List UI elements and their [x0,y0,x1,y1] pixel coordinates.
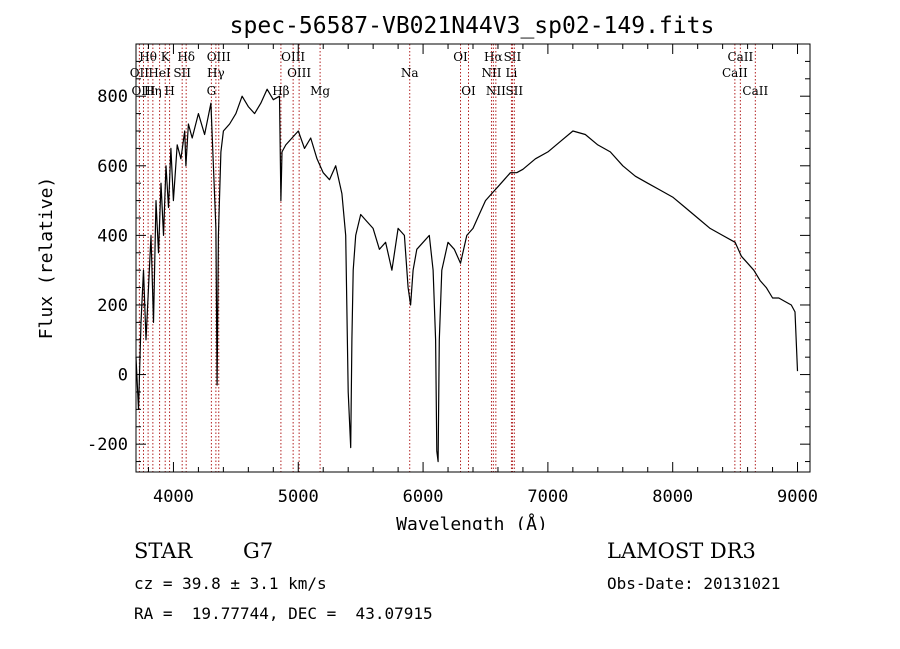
object-class: STAR [134,539,193,563]
spectral-line-label: K [161,50,171,64]
survey-label: LAMOST DR3 [607,539,756,563]
axes: 4000 5000 6000 7000 8000 9000 -200 0 200 400 600 80… [87,43,818,507]
spectral-line-label: G [207,84,217,98]
spectral-line-label: OIII [131,84,155,98]
spectral-line-label: NII [481,66,501,80]
chart-title: spec-56587-VB021N44V3_sp02-149.fits [230,13,715,39]
spectral-line-label: HeI [148,66,171,80]
x-tick-label: 6000 [403,487,444,507]
spectral-line-label: CaII [742,84,768,98]
spectral-line-label: OIII [287,66,311,80]
spectral-line-label: OI [461,84,476,98]
x-tick-label: 7000 [527,487,568,507]
spectral-line-label: CaII [722,66,748,80]
x-tick-label: 9000 [777,487,818,507]
y-tick-label: 600 [97,157,128,177]
coordinates-text: RA = 19.77744, DEC = 43.07915 [134,604,433,623]
object-subclass: G7 [243,539,274,563]
y-tick-label: 400 [97,226,128,246]
spectrum-series [135,88,799,463]
redshift-text: cz = 39.8 ± 3.1 km/s [134,574,327,593]
spectral-line-label: Hθ [139,50,157,64]
spectral-line-label: Hδ [177,50,195,64]
spectral-line-label: Hα [484,50,503,64]
spectral-line-label: H [164,84,174,98]
spectral-line-label: OI [453,50,468,64]
spectral-lines: Hθ OII OIII K HeI Hη SII H Hδ OIII Hγ G OIII OIII Hβ Mg… [130,44,768,472]
y-tick-label: -200 [87,435,128,455]
spectral-line-label: SII [505,84,523,98]
spectral-line-label: Hγ [207,66,225,80]
spectrum-chart: spec-56587-VB021N44V3_sp02-149.fits Hθ OI… [36,13,818,530]
spectral-line-label: Mg [310,84,330,98]
x-tick-label: 8000 [652,487,693,507]
spectral-line-label: SII [173,66,191,80]
y-tick-label: 0 [118,366,128,386]
obs-date-text: Obs-Date: 20131021 [607,574,781,593]
spectral-line-label: SII [504,50,522,64]
spectral-line-label: OIII [207,50,231,64]
spectral-line-label: OIII [281,50,305,64]
spectral-line-label: Hβ [272,84,289,98]
spectral-line-label: NII [486,84,506,98]
spectral-line-label: OII [130,66,150,80]
x-tick-label: 5000 [278,487,319,507]
x-tick-label: 4000 [153,487,194,507]
y-axis-label: Flux (relative) [36,177,57,340]
spectrum-line [135,88,799,463]
y-tick-label: 800 [97,87,128,107]
y-tick-label: 200 [97,296,128,316]
spectral-line-label: Hη [144,84,162,98]
x-axis-label: Wavelength (Å) [396,513,548,530]
spectral-line-label: CaII [727,50,753,64]
plot-frame [135,43,811,473]
spectral-line-label: Li [506,66,518,80]
spectral-line-label: Na [401,66,419,80]
